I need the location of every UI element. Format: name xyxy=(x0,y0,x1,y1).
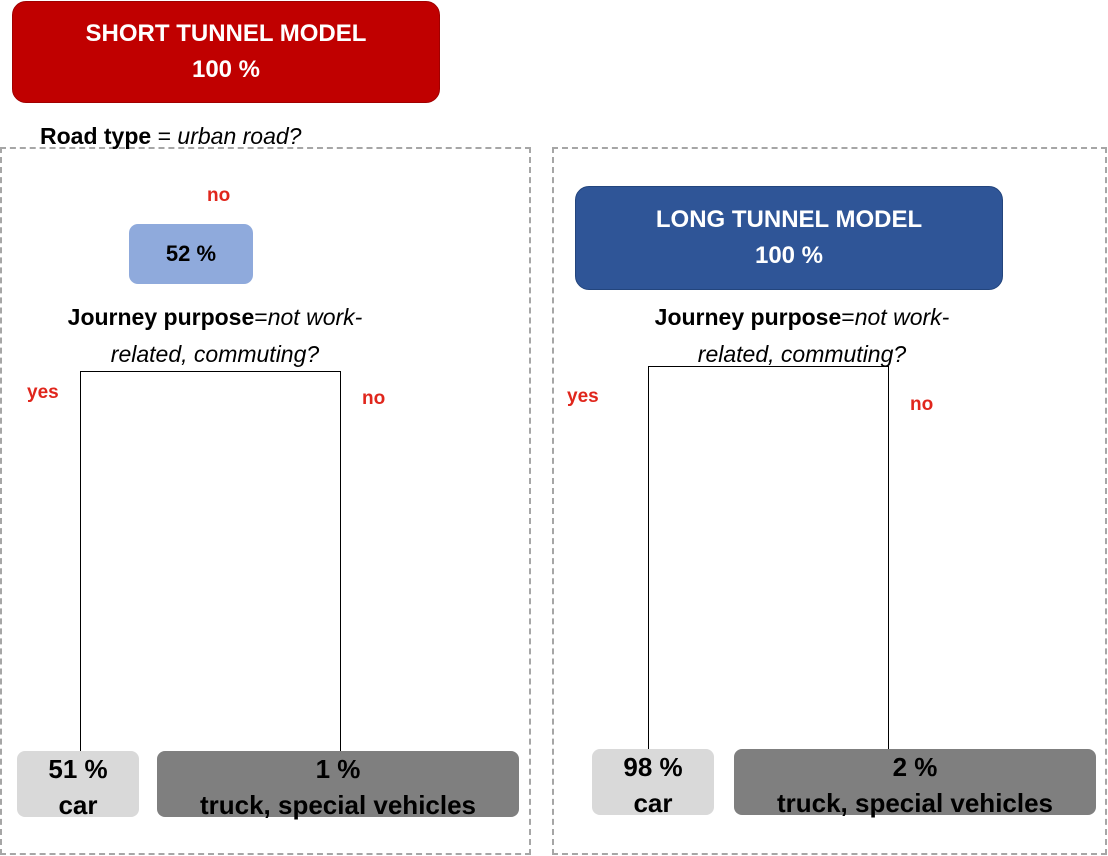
long-leaf-car-label: car xyxy=(633,788,673,818)
long-leaf-truck-label: truck, special vehicles xyxy=(776,788,1054,818)
short-leaf-truck-label: truck, special vehicles xyxy=(199,790,477,820)
long-root-title: LONG TUNNEL MODEL xyxy=(655,206,923,233)
long-journey-operator: = xyxy=(841,304,855,330)
long-journey-variable: Journey purpose xyxy=(654,304,842,330)
road-type-condition: urban road? xyxy=(177,123,302,149)
short-intermediate-node: 52 % xyxy=(129,224,253,284)
long-journey-condition-line2: related, commuting? xyxy=(697,341,907,367)
road-type-no-label: no xyxy=(207,185,231,206)
long-leaf-truck: 2 % truck, special vehicles xyxy=(734,749,1096,818)
short-journey-yes-label: yes xyxy=(27,382,59,403)
long-root-percent: 100 % xyxy=(754,242,824,269)
short-journey-purpose-question: Journey purpose=not work- related, commu… xyxy=(30,299,400,373)
long-journey-yes-label: yes xyxy=(567,386,599,407)
short-leaf-car: 51 % car xyxy=(17,751,139,820)
long-journey-condition-line1: not work- xyxy=(854,304,950,330)
short-journey-operator: = xyxy=(254,304,268,330)
long-leaf-truck-percent: 2 % xyxy=(892,752,938,782)
short-leaf-truck-percent: 1 % xyxy=(315,754,361,784)
long-split-connector-top xyxy=(648,366,889,367)
long-journey-no-label: no xyxy=(910,394,934,415)
short-leaf-truck: 1 % truck, special vehicles xyxy=(157,751,519,820)
short-root-title: SHORT TUNNEL MODEL xyxy=(85,20,367,47)
short-journey-no-label: no xyxy=(362,388,386,409)
short-split-connector-top xyxy=(80,371,341,372)
short-split-connector-left xyxy=(80,371,81,751)
short-root-percent: 100 % xyxy=(191,56,261,83)
short-journey-condition-line1: not work- xyxy=(267,304,363,330)
long-model-panel xyxy=(552,147,1107,855)
road-type-question: Road type = urban road? xyxy=(40,118,301,155)
long-journey-purpose-question: Journey purpose=not work- related, commu… xyxy=(617,299,987,373)
intermediate-percent: 52 % xyxy=(165,241,217,266)
short-journey-condition-line2: related, commuting? xyxy=(110,341,320,367)
short-model-panel xyxy=(0,147,531,855)
road-type-operator: = xyxy=(151,123,178,149)
short-leaf-car-percent: 51 % xyxy=(48,754,108,784)
short-tunnel-root-node: SHORT TUNNEL MODEL 100 % xyxy=(12,1,440,103)
long-leaf-car: 98 % car xyxy=(592,749,714,818)
short-journey-variable: Journey purpose xyxy=(67,304,255,330)
long-leaf-car-percent: 98 % xyxy=(623,752,683,782)
long-tunnel-root-node: LONG TUNNEL MODEL 100 % xyxy=(575,186,1003,290)
short-leaf-car-label: car xyxy=(58,790,98,820)
long-split-connector-left xyxy=(648,366,649,749)
long-split-connector-right xyxy=(888,366,889,749)
road-type-variable: Road type xyxy=(40,123,152,149)
short-split-connector-right xyxy=(340,371,341,751)
